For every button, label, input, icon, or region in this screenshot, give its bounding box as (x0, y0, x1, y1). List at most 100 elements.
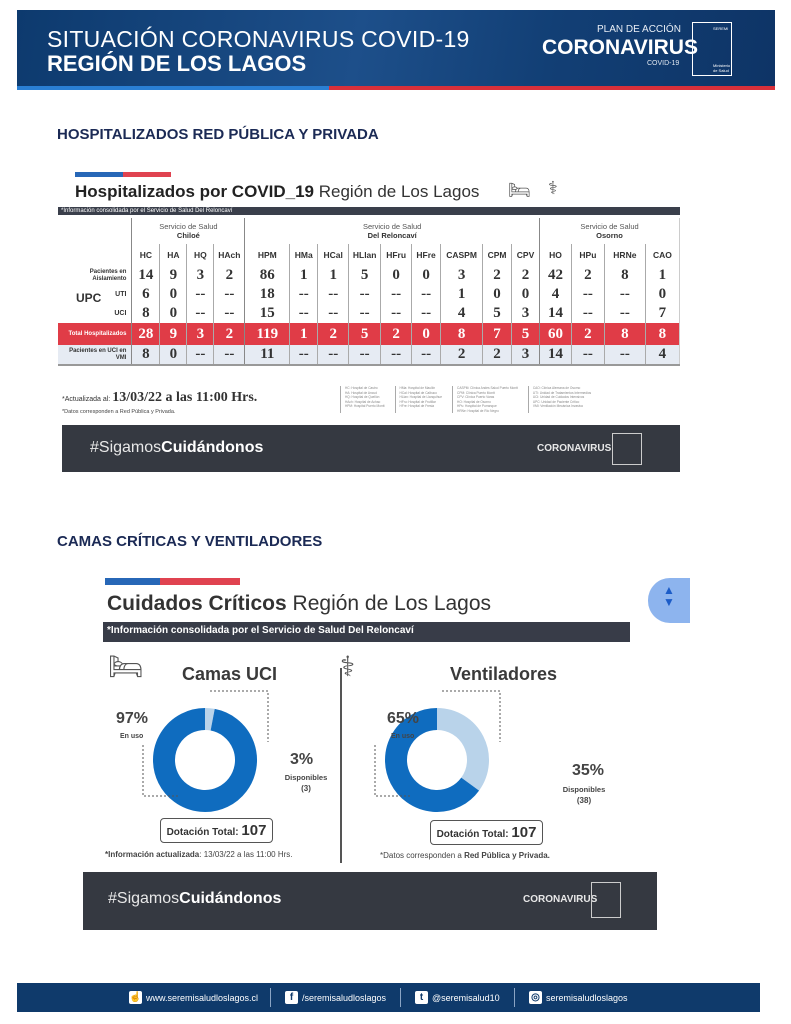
column-header: CAO (644, 244, 680, 266)
table-cell: 3 (440, 266, 483, 285)
column-header: HA (159, 244, 187, 266)
facebook-link[interactable]: /seremisaludloslagos (302, 992, 387, 1003)
column-header: HMa (289, 244, 318, 266)
legend-item: UPC: Unidad de Paciente Crítico (532, 399, 580, 404)
table-cell: 2 (482, 345, 512, 365)
legend-item: HCal: Hospital de Calbuco (399, 390, 437, 395)
total-box: Dotación Total: 107 (160, 818, 273, 843)
table-cell: 3 (511, 304, 540, 323)
table-cell: 8 (131, 345, 160, 365)
total-value: 107 (241, 822, 267, 839)
stripe-blue (17, 86, 329, 90)
source-bold: Red Pública y Privada. (464, 851, 550, 860)
legend-item: HC: Hospital de Castro (345, 386, 378, 390)
legend-item: UCI: Unidad de Cuidados Intensivos (532, 395, 585, 399)
available-label: Disponibles (284, 773, 328, 782)
table-cell: 9 (159, 323, 187, 345)
logo-coronavirus: CORONAVIRUS (542, 36, 698, 59)
table-cell: 14 (539, 345, 572, 365)
updated-rest: : 13/03/22 a las 11:00 Hrs. (199, 850, 293, 859)
service-name: Chiloé (176, 231, 200, 240)
table-cell: 14 (539, 304, 572, 323)
legend-item: HPM: Hospital Puerto Montt (345, 404, 385, 408)
instagram-link[interactable]: seremisaludloslagos (546, 992, 628, 1003)
total-label: Dotación Total: (166, 827, 239, 838)
row-label-text: Pacientes en Aislamiento (89, 268, 127, 282)
table-cell: -- (213, 345, 245, 365)
row-label: Pacientes en Aislamiento (58, 266, 132, 285)
legend-column: HMa: Hospital de Maullín HCal: Hospital d… (394, 386, 442, 413)
table-cell: 6 (131, 285, 160, 304)
column-header: CASPM (440, 244, 483, 266)
hashtag-bold: Cuidándonos (179, 890, 282, 907)
table-cell: 2 (380, 323, 412, 345)
logo-covid: COVID-19 (647, 60, 680, 67)
stripe-blue (105, 578, 160, 585)
donut-charts (142, 690, 501, 812)
web-link[interactable]: www.seremisaludloslagos.cl (146, 992, 259, 1003)
table-cell: -- (317, 285, 349, 304)
source-note: *Datos corresponden a Red Pública y Priv… (62, 409, 176, 415)
cuidados-criticos-infographic: Cuidados Críticos Región de Los Lagos *I… (100, 578, 690, 870)
row-label: Pacientes en UCI en VMI (58, 345, 132, 365)
table-cell: 5 (348, 266, 381, 285)
column-header: HQ (186, 244, 214, 266)
available-count: (38) (576, 796, 592, 805)
table-row: Pacientes en Aislamiento 14 9 3 2 86 1 1 5 0 0 3 2 2 4… (58, 266, 680, 285)
service-header: Servicio de Salud Chiloé (131, 218, 245, 244)
column-header: CPM (482, 244, 512, 266)
camas-available-slice (204, 708, 215, 731)
table-row: UTI UPC 6 0 -- -- 18 -- -- -- -- -- 1 0 0 4 -- -- 0 (58, 285, 680, 304)
in-use-label: En uso (391, 733, 415, 740)
table-cell: 1 (289, 266, 318, 285)
table-cell: 5 (348, 323, 381, 345)
table-cell: 3 (186, 323, 214, 345)
table-cell: 0 (411, 266, 441, 285)
table-cell: 8 (603, 266, 646, 285)
table-cell: 7 (482, 323, 512, 345)
table-cell: -- (603, 345, 646, 365)
table-cell: 0 (380, 266, 412, 285)
footer-bar: ☝ www.seremisaludloslagos.cl f/seremisalu… (17, 983, 760, 1012)
stripe-red (329, 86, 775, 90)
table-cell: 9 (159, 266, 187, 285)
table-row: Pacientes en UCI en VMI 8 0 -- -- 11 -- -- -- -- -… (58, 345, 680, 365)
legend-item: CPM: Clínica Puerto Montt (457, 390, 495, 395)
table-cell: 8 (131, 304, 160, 323)
table-cell: -- (289, 345, 318, 365)
seremi-seal: SEREMI Ministerio de Salud (692, 22, 732, 76)
column-header: HFre (411, 244, 441, 266)
total-box: Dotación Total: 107 (430, 820, 543, 845)
footer-web[interactable]: ☝ www.seremisaludloslagos.cl (129, 991, 258, 1004)
table-cell: 18 (244, 285, 290, 304)
total-label: Dotación Total: (436, 829, 509, 840)
column-header: HFru (380, 244, 412, 266)
table-cell: 42 (539, 266, 572, 285)
table-cell: 14 (131, 266, 160, 285)
legend-item: HA: Hospital de Ancud (345, 390, 377, 395)
table-cell: -- (603, 285, 646, 304)
table-cell: -- (603, 304, 646, 323)
table-cell: 0 (159, 345, 187, 365)
table-cell: 2 (570, 323, 605, 345)
hashtag-banner: #SigamosCuidándonos CORONAVIRUS (62, 425, 680, 472)
upc-label: UPC (76, 291, 102, 305)
logo-coronavirus: CORONAVIRUS (537, 443, 612, 454)
scroll-toggle-button[interactable]: ▲ ▼ (648, 578, 690, 623)
table-cell: 5 (511, 323, 540, 345)
row-label-text: UCI (114, 309, 127, 317)
row-label: Total Hospitalizados (58, 323, 132, 345)
table-cell: 0 (159, 285, 187, 304)
column-header: HC (131, 244, 160, 266)
logo-plan: PLAN DE ACCIÓN (597, 24, 681, 35)
footer-instagram[interactable]: ◎ seremisaludloslagos (529, 991, 628, 1004)
available-pct: 35% (572, 762, 605, 779)
table-cell: 1 (644, 266, 680, 285)
footer-twitter[interactable]: t @seremisalud10 (415, 991, 500, 1004)
twitter-link[interactable]: @seremisalud10 (432, 992, 500, 1003)
legend-column: HC: Hospital de Castro HA: Hospital de An… (340, 386, 385, 413)
leader-line (142, 690, 269, 797)
table-cell: 3 (511, 345, 540, 365)
footer-facebook[interactable]: f/seremisaludloslagos (285, 991, 386, 1004)
column-header: HRNe (603, 244, 646, 266)
